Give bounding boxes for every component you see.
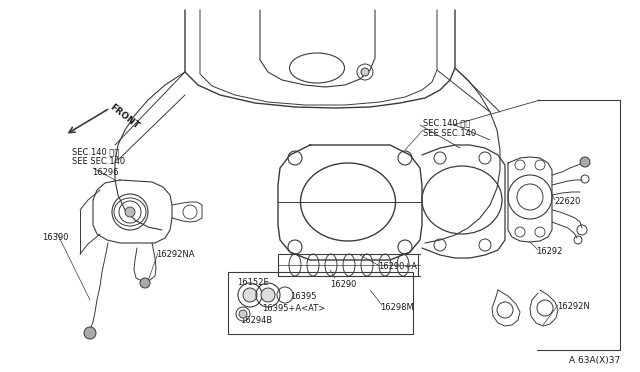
Text: 16390: 16390 (42, 233, 68, 242)
Text: 16294B: 16294B (240, 316, 272, 325)
Text: 22620: 22620 (554, 197, 580, 206)
Circle shape (261, 288, 275, 302)
Text: A 63A(X)37: A 63A(X)37 (569, 356, 620, 365)
Text: 16290: 16290 (330, 280, 356, 289)
Text: 16292N: 16292N (557, 302, 589, 311)
Text: SEC.140 参照: SEC.140 参照 (423, 118, 470, 127)
Text: 16290+A: 16290+A (378, 262, 417, 271)
Circle shape (361, 68, 369, 76)
Text: SEE SEC.140: SEE SEC.140 (423, 129, 476, 138)
Circle shape (580, 157, 590, 167)
Text: 16395: 16395 (290, 292, 317, 301)
Circle shape (243, 288, 257, 302)
Text: SEC.140 参照: SEC.140 参照 (72, 147, 120, 156)
Text: FRONT: FRONT (108, 102, 141, 131)
Circle shape (140, 278, 150, 288)
Text: 16296: 16296 (92, 168, 118, 177)
Text: 16298M: 16298M (380, 303, 413, 312)
Text: 16292: 16292 (536, 247, 563, 256)
Text: SEE SEC.140: SEE SEC.140 (72, 157, 125, 166)
Bar (228, 272, 413, 334)
Circle shape (239, 310, 247, 318)
Text: 16292NA: 16292NA (156, 250, 195, 259)
Circle shape (84, 327, 96, 339)
Text: 16152E: 16152E (237, 278, 269, 287)
Circle shape (125, 207, 135, 217)
Text: 16395+A<AT>: 16395+A<AT> (262, 304, 325, 313)
